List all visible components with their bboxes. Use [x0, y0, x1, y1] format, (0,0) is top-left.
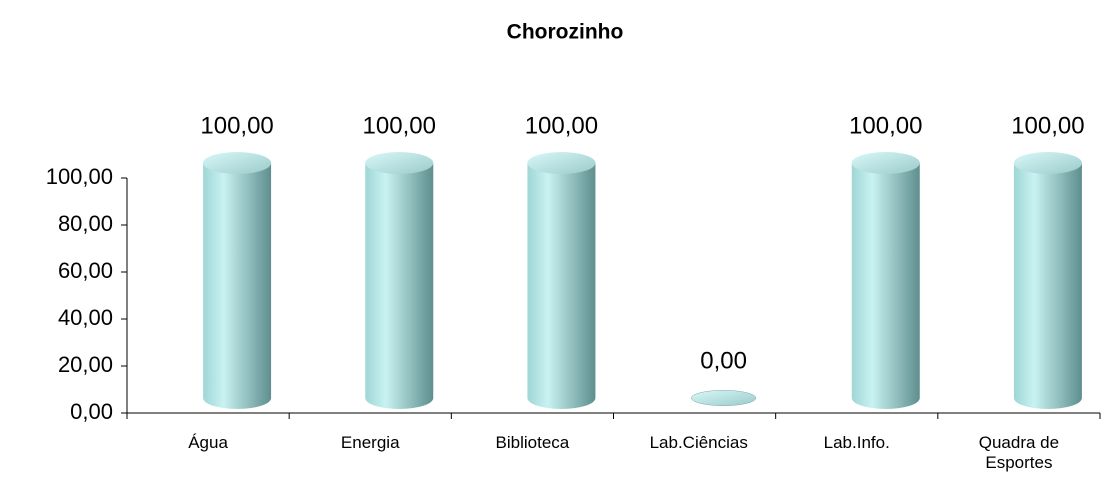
x-tick-label: Água [188, 433, 228, 452]
bar-top [851, 152, 920, 174]
x-tick-label-box: Energia [340, 433, 400, 452]
x-tick-label-box: Água [188, 433, 228, 452]
value-label: 0,00 [700, 347, 747, 374]
bar [203, 163, 272, 409]
y-tick-label: 100,00 [46, 164, 113, 189]
value-label: 100,00 [525, 112, 598, 139]
bar [691, 390, 757, 406]
y-tick-label: 80,00 [58, 211, 113, 236]
x-tick-label-box: Lab.Ciências [649, 433, 748, 452]
chart-title: Chorozinho [507, 21, 624, 44]
bar-top [203, 152, 272, 174]
y-tick-label: 40,00 [58, 305, 113, 330]
x-tick-label-box: Lab.Info. [823, 433, 890, 452]
value-label: 100,00 [1011, 112, 1084, 139]
bar-top [1013, 152, 1082, 174]
value-label: 100,00 [849, 112, 922, 139]
bar-top [527, 152, 596, 174]
bar-top [365, 152, 434, 174]
value-label: 100,00 [200, 112, 273, 139]
x-tick-label: Energia [340, 433, 400, 452]
y-tick-label: 60,00 [58, 258, 113, 283]
x-tick-label-box: Biblioteca [495, 433, 570, 452]
bar [851, 163, 920, 410]
y-tick-label: 0,00 [70, 399, 113, 424]
value-label: 100,00 [363, 112, 436, 139]
x-tick-label: Lab.Info. [823, 433, 890, 452]
bar [1013, 163, 1082, 409]
x-tick-label-box: Quadra de Esportes [978, 433, 1060, 472]
bar [365, 163, 434, 410]
x-tick-label: Quadra de Esportes [978, 433, 1060, 472]
x-tick-label: Biblioteca [495, 433, 570, 452]
x-tick-label: Lab.Ciências [649, 433, 748, 452]
bar [527, 163, 596, 409]
y-tick-label: 20,00 [58, 352, 113, 377]
